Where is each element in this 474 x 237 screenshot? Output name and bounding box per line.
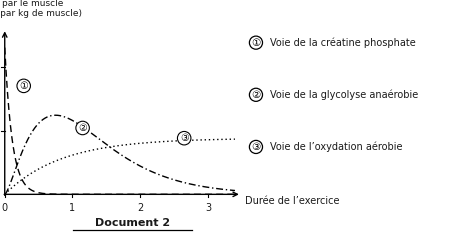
Text: ③: ③: [180, 133, 189, 143]
Text: ②: ②: [251, 90, 261, 100]
Text: ②: ②: [78, 123, 87, 133]
Text: Voie de l’oxydation aérobie: Voie de l’oxydation aérobie: [270, 142, 403, 152]
Text: ③: ③: [251, 142, 261, 152]
Text: 3: 3: [205, 203, 211, 213]
Text: Voie de la créatine phosphate: Voie de la créatine phosphate: [270, 37, 416, 48]
Text: 1: 1: [69, 203, 75, 213]
Text: ①: ①: [251, 38, 261, 48]
Text: Durée de l’exercice: Durée de l’exercice: [245, 196, 340, 206]
Text: Voie de la glycolyse anaérobie: Voie de la glycolyse anaérobie: [270, 90, 419, 100]
Text: Document 2: Document 2: [95, 218, 170, 228]
Text: Puissance énergétique
fournie par le muscle
(Joules par kg de muscle): Puissance énergétique fournie par le mus…: [0, 0, 82, 18]
Text: ①: ①: [19, 81, 28, 91]
Text: 0: 0: [2, 203, 8, 213]
Text: 2: 2: [137, 203, 143, 213]
